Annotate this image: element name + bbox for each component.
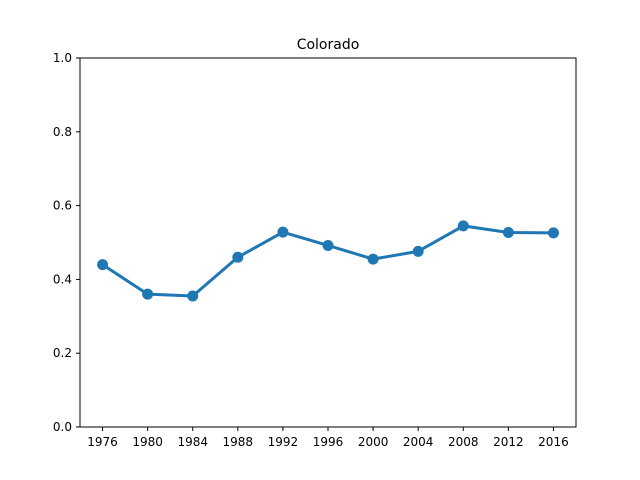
data-point-2012 bbox=[502, 227, 514, 239]
series-layer bbox=[97, 220, 559, 302]
x-tick-label: 1992 bbox=[268, 435, 299, 449]
y-tick-label: 1.0 bbox=[53, 51, 72, 65]
x-tick-label: 2008 bbox=[448, 435, 479, 449]
data-point-1980 bbox=[142, 288, 154, 300]
ticks-layer: 0.0 0.2 0.4 0.6 0.8 1.0 1976 1980 1984 1988 1992 19… bbox=[53, 51, 569, 449]
data-point-1988 bbox=[232, 251, 244, 263]
y-tick-label: 0.2 bbox=[53, 346, 72, 360]
data-point-1996 bbox=[322, 239, 334, 251]
data-point-1984 bbox=[187, 290, 199, 302]
data-point-2004 bbox=[412, 245, 424, 257]
x-tick-label: 1996 bbox=[313, 435, 344, 449]
x-tick-label: 2016 bbox=[538, 435, 569, 449]
x-tick-label: 1980 bbox=[132, 435, 163, 449]
data-point-2016 bbox=[547, 227, 559, 239]
x-tick-label: 2000 bbox=[358, 435, 389, 449]
y-tick-label: 0.6 bbox=[53, 199, 72, 213]
y-tick-label: 0.4 bbox=[53, 272, 72, 286]
x-tick-label: 1976 bbox=[87, 435, 118, 449]
data-point-1976 bbox=[97, 259, 109, 271]
y-tick-label: 0.8 bbox=[53, 125, 72, 139]
x-tick-label: 2004 bbox=[403, 435, 434, 449]
x-tick-label: 1988 bbox=[223, 435, 254, 449]
chart-title: Colorado bbox=[297, 37, 360, 53]
data-point-2000 bbox=[367, 253, 379, 265]
x-tick-label: 2012 bbox=[493, 435, 524, 449]
y-tick-label: 0.0 bbox=[53, 420, 72, 434]
data-point-1992 bbox=[277, 226, 289, 238]
x-tick-label: 1984 bbox=[177, 435, 208, 449]
data-point-2008 bbox=[457, 220, 469, 232]
